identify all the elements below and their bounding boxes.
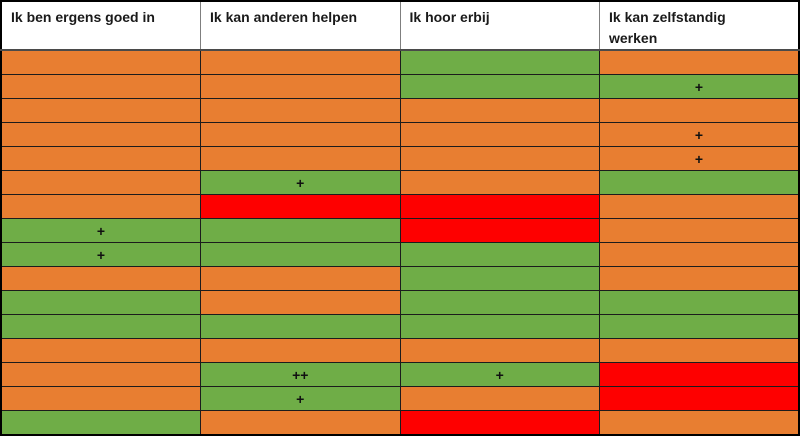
grid-cell[interactable]: + [599,122,800,147]
grid-cell[interactable] [0,290,201,315]
grid-cell[interactable] [0,410,201,436]
table-row: + [0,146,800,171]
grid-cell[interactable] [0,386,201,411]
grid-cell[interactable] [200,74,401,99]
grid-cell[interactable] [200,146,401,171]
grid-cell[interactable] [200,290,401,315]
grid-cell[interactable] [0,122,201,147]
grid-cell[interactable] [0,266,201,291]
column-header-zelfstandig-werken: Ik kan zelfstandig werken [599,0,800,51]
grid-cell[interactable] [599,338,800,363]
table-row: ++ + [0,362,800,387]
grid-cell[interactable] [0,338,201,363]
table-row: + [0,386,800,411]
grid-cell[interactable] [0,170,201,195]
grid-cell[interactable] [399,266,600,291]
grid-cell[interactable] [200,194,401,219]
grid-cell[interactable] [599,266,800,291]
grid-cell[interactable] [399,242,600,267]
grid-cell[interactable] [200,242,401,267]
grid-cell[interactable] [0,194,201,219]
grid-cell[interactable] [599,170,800,195]
table-row [0,266,800,291]
grid-cell[interactable] [200,49,401,75]
grid-cell[interactable] [0,74,201,99]
column-header-label: Ik ben ergens goed in [11,9,155,25]
grid-cell[interactable] [200,218,401,243]
table-row [0,410,800,436]
table-row [0,49,800,75]
grid-cell[interactable] [200,266,401,291]
grid-cell[interactable] [599,410,800,436]
table-row [0,194,800,219]
table-row [0,290,800,315]
grid-cell[interactable]: + [200,170,401,195]
table-header: Ik ben ergens goed in Ik kan anderen hel… [0,0,800,51]
grid-cell[interactable] [599,290,800,315]
grid-body: + + + + + + ++ + + [0,49,800,436]
grid-cell[interactable]: ++ [200,362,401,387]
grid-cell[interactable]: + [599,146,800,171]
table-row: + [0,122,800,147]
grid-cell[interactable]: + [399,362,600,387]
table-row [0,338,800,363]
grid-cell[interactable] [200,98,401,123]
table-row: + [0,218,800,243]
grid-cell[interactable] [399,98,600,123]
grid-cell[interactable] [399,122,600,147]
column-header-label: Ik kan zelfstandig werken [609,9,726,46]
column-header-label: Ik kan anderen helpen [210,9,358,25]
grid-cell[interactable] [399,49,600,75]
grid-cell[interactable] [200,410,401,436]
grid-cell[interactable]: + [200,386,401,411]
grid-cell[interactable] [399,218,600,243]
grid-cell[interactable] [399,74,600,99]
grid-cell[interactable] [200,338,401,363]
grid-cell[interactable] [0,314,201,339]
grid-cell[interactable] [200,122,401,147]
grid-cell[interactable]: + [599,74,800,99]
grid-cell[interactable] [599,386,800,411]
column-header-hoor-erbij: Ik hoor erbij [399,0,600,51]
header-row: Ik ben ergens goed in Ik kan anderen hel… [0,0,800,51]
grid-cell[interactable] [0,362,201,387]
grid-cell[interactable] [0,98,201,123]
grid-cell[interactable] [399,386,600,411]
grid-cell[interactable] [0,146,201,171]
table-row [0,98,800,123]
grid-cell[interactable]: + [0,218,201,243]
grid-cell[interactable] [399,170,600,195]
column-header-anderen-helpen: Ik kan anderen helpen [200,0,401,51]
table-row [0,314,800,339]
grid-cell[interactable] [399,410,600,436]
grid-cell[interactable] [599,49,800,75]
column-header-label: Ik hoor erbij [409,9,490,25]
table-row: + [0,170,800,195]
grid-cell[interactable] [599,194,800,219]
table-row: + [0,242,800,267]
grid-cell[interactable] [599,98,800,123]
grid-cell[interactable] [399,338,600,363]
grid-cell[interactable] [599,362,800,387]
assessment-table: Ik ben ergens goed in Ik kan anderen hel… [0,0,800,436]
grid-cell[interactable] [599,242,800,267]
grid-cell[interactable]: + [0,242,201,267]
grid-cell[interactable] [599,218,800,243]
column-header-goed-in: Ik ben ergens goed in [0,0,201,51]
grid-cell[interactable] [399,194,600,219]
table-row: + [0,74,800,99]
grid-cell[interactable] [399,290,600,315]
grid-cell[interactable] [599,314,800,339]
grid-cell[interactable] [399,146,600,171]
grid-cell[interactable] [0,49,201,75]
grid-cell[interactable] [399,314,600,339]
grid-cell[interactable] [200,314,401,339]
